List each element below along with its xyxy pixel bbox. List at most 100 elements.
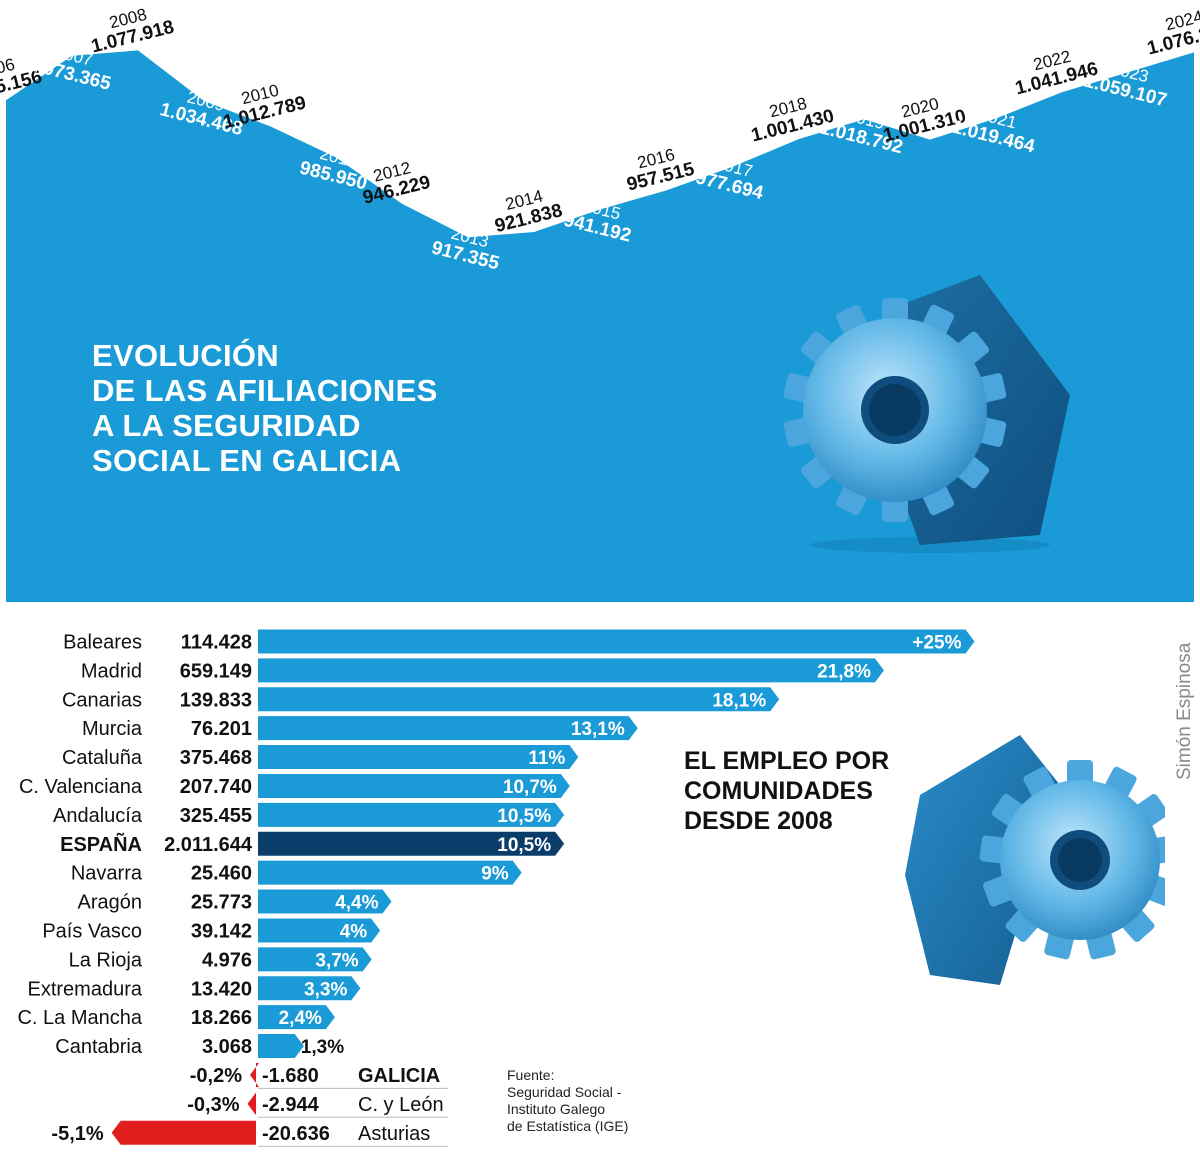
subtitle-line-3: DESDE 2008 <box>684 807 833 835</box>
absolute-value-label: -1.680 <box>262 1065 319 1087</box>
source-line-1: Fuente: <box>507 1067 555 1083</box>
percent-label: 9% <box>481 864 509 885</box>
category-label: Canarias <box>62 689 142 711</box>
bar <box>111 1120 256 1145</box>
category-label: ESPAÑA <box>60 833 142 856</box>
category-label: Murcia <box>82 718 143 740</box>
source-line-2: Seguridad Social - <box>507 1084 622 1100</box>
percent-label: 10,7% <box>503 777 557 798</box>
percent-label: -0,2% <box>190 1065 242 1087</box>
absolute-value-label: 25.460 <box>191 863 252 885</box>
percent-label: 11% <box>528 748 565 769</box>
bar-row: Extremadura 13.420 3,3% <box>28 976 361 1001</box>
bar-row: C. La Mancha 18.266 2,4% <box>17 1005 335 1030</box>
source-line-4: de Estatística (IGE) <box>507 1118 629 1134</box>
bar-rows: Baleares 114.428 +25% Madrid 659.149 21,8% Can… <box>17 629 975 1147</box>
gear-illustration-bottom <box>905 735 1165 985</box>
bar-row: Cataluña 375.468 11% <box>62 745 579 770</box>
bar <box>258 1005 335 1030</box>
category-label: C. y León <box>358 1094 444 1116</box>
absolute-value-label: 18.266 <box>191 1007 252 1029</box>
percent-label: 4,4% <box>335 893 378 914</box>
absolute-value-label: 207.740 <box>180 776 252 798</box>
absolute-value-label: 13.420 <box>191 978 252 1000</box>
bar-row: Cantabria 3.068 1,3% <box>55 1034 344 1059</box>
bar <box>258 947 372 972</box>
bar-row: Aragón 25.773 4,4% <box>78 889 392 914</box>
chart-title: EVOLUCIÓN DE LAS AFILIACIONES A LA SEGUR… <box>92 338 438 478</box>
bar <box>258 802 565 827</box>
absolute-value-label: -2.944 <box>262 1094 320 1116</box>
bar <box>258 860 522 885</box>
bar <box>258 773 570 798</box>
bar-row: -0,3% -2.944 C. y León <box>187 1091 448 1118</box>
category-label: GALICIA <box>358 1065 440 1087</box>
percent-label: 18,1% <box>712 690 766 711</box>
category-label: Baleares <box>63 631 142 653</box>
bar-row: La Rioja 4.976 3,7% <box>69 947 372 972</box>
bar <box>258 716 638 741</box>
absolute-value-label: 3.068 <box>202 1036 252 1058</box>
category-label: Extremadura <box>28 978 143 1000</box>
bar-row: País Vasco 39.142 4% <box>42 918 381 943</box>
percent-label: 3,3% <box>304 979 347 1000</box>
category-label: La Rioja <box>69 949 143 971</box>
category-label: Andalucía <box>53 805 143 827</box>
bar <box>258 745 579 770</box>
bar <box>258 629 975 654</box>
subtitle-line-2: COMUNIDADES <box>684 777 873 805</box>
source-note: Fuente: Seguridad Social - Instituto Gal… <box>507 1067 628 1135</box>
gear-illustration-top <box>783 275 1070 553</box>
absolute-value-label: 4.976 <box>202 949 252 971</box>
category-label: Cantabria <box>55 1036 143 1058</box>
absolute-value-label: 25.773 <box>191 892 252 914</box>
bar-chart: Baleares 114.428 +25% Madrid 659.149 21,8% Can… <box>17 629 975 1147</box>
absolute-value-label: 659.149 <box>180 660 252 682</box>
percent-label: 10,5% <box>497 806 551 827</box>
category-label: Cataluña <box>62 747 143 769</box>
title-line-2: DE LAS AFILIACIONES <box>92 373 438 408</box>
percent-label: -5,1% <box>51 1123 103 1145</box>
percent-label: 10,5% <box>497 835 551 856</box>
bar-row: Canarias 139.833 18,1% <box>62 687 780 712</box>
bar <box>258 831 565 856</box>
photo-credit: Simón Espinosa <box>1170 640 1200 790</box>
credit-text: Simón Espinosa <box>1174 642 1195 780</box>
bar <box>250 1062 259 1087</box>
bar-row: Murcia 76.201 13,1% <box>82 716 638 741</box>
bar-row: ESPAÑA 2.011.644 10,5% <box>60 831 565 856</box>
bar <box>258 976 361 1001</box>
absolute-value-label: 325.455 <box>180 805 252 827</box>
category-label: C. La Mancha <box>17 1007 142 1029</box>
percent-label: 2,4% <box>279 1008 322 1029</box>
absolute-value-label: 39.142 <box>191 920 252 942</box>
bar-row: Baleares 114.428 +25% <box>63 629 975 654</box>
category-label: Asturias <box>358 1123 430 1145</box>
bar-row: C. Valenciana 207.740 10,7% <box>19 773 570 798</box>
percent-label: +25% <box>912 632 961 653</box>
percent-label: 4% <box>340 921 368 942</box>
percent-label: -0,3% <box>187 1094 239 1116</box>
bar <box>258 889 392 914</box>
absolute-value-label: 139.833 <box>180 689 252 711</box>
bar-row: Navarra 25.460 9% <box>71 860 522 885</box>
title-line-4: SOCIAL EN GALICIA <box>92 443 402 478</box>
category-label: Aragón <box>78 892 143 914</box>
absolute-value-label: 2.011.644 <box>164 834 253 856</box>
absolute-value-label: -20.636 <box>262 1123 330 1145</box>
bar <box>258 687 780 712</box>
bar-chart-title: EL EMPLEO POR COMUNIDADES DESDE 2008 <box>684 746 889 836</box>
category-label: Navarra <box>71 863 143 885</box>
source-line-3: Instituto Galego <box>507 1101 606 1117</box>
category-label: País Vasco <box>42 920 142 942</box>
bar-row: -0,2% -1.680 GALICIA <box>190 1062 448 1089</box>
bar <box>258 1034 304 1059</box>
absolute-value-label: 114.428 <box>181 631 252 653</box>
title-line-1: EVOLUCIÓN <box>92 338 279 373</box>
percent-label: 1,3% <box>301 1037 344 1058</box>
title-line-3: A LA SEGURIDAD <box>92 408 361 443</box>
percent-label: 21,8% <box>817 661 871 682</box>
bar-row: Madrid 659.149 21,8% <box>81 658 884 683</box>
